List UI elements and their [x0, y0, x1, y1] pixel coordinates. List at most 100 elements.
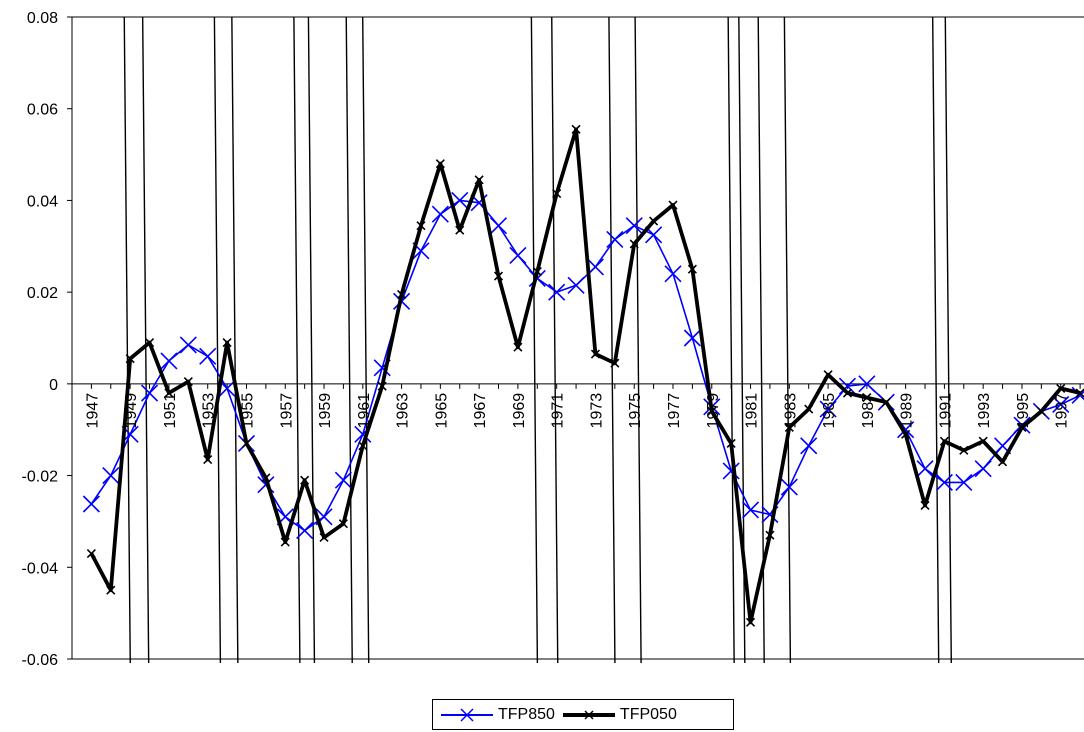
point-tfp050 — [164, 388, 174, 398]
point-tfp050 — [726, 438, 736, 449]
point-tfp050 — [978, 436, 988, 446]
point-tfp050 — [319, 532, 329, 543]
point-tfp850 — [102, 467, 120, 485]
x-tick-label: 1981 — [744, 393, 761, 429]
recession-line-8-start — [931, 16, 940, 664]
recession-line-5-start — [608, 16, 616, 664]
point-tfp050 — [513, 342, 523, 352]
x-tick-label: 1995 — [1015, 393, 1032, 429]
point-tfp050 — [493, 271, 504, 281]
recession-line-4-end — [551, 16, 559, 664]
legend-swatch-tfp050 — [562, 709, 615, 720]
point-tfp050 — [358, 441, 368, 451]
point-tfp050 — [203, 454, 213, 465]
point-tfp050 — [397, 289, 407, 300]
point-tfp050 — [338, 519, 348, 529]
x-tick-label: 1955 — [239, 393, 256, 429]
recession-line-1-end — [231, 16, 239, 664]
point-tfp850 — [160, 352, 178, 370]
y-tick-label: -0.02 — [22, 469, 59, 486]
tick-labels: 0.08 0.06 0.04 0.02 0 -0.02 -0.04 -0.06 1947 1949… — [22, 10, 1071, 669]
x-tick-label: 1983 — [782, 393, 799, 429]
recession-line-6-start — [727, 16, 735, 664]
x-tick-label: 1977 — [666, 393, 683, 429]
point-tfp850 — [858, 375, 876, 393]
point-tfp050 — [823, 370, 833, 380]
point-tfp050 — [629, 239, 639, 249]
point-tfp050 — [939, 436, 949, 446]
point-tfp850 — [780, 478, 798, 496]
point-tfp050 — [435, 159, 445, 169]
point-tfp850 — [509, 246, 527, 265]
point-tfp850 — [548, 283, 566, 301]
point-tfp050 — [183, 376, 193, 387]
point-tfp050 — [687, 264, 697, 274]
point-tfp050 — [901, 429, 911, 439]
point-tfp850 — [1052, 395, 1070, 414]
recession-line-3-start — [345, 16, 353, 664]
x-tick-label: 1947 — [84, 393, 101, 429]
point-tfp050 — [959, 445, 969, 455]
point-tfp050 — [106, 585, 116, 595]
point-tfp050 — [532, 266, 542, 277]
x-tick-label: 1989 — [899, 393, 916, 429]
x-tick-label: 1949 — [123, 393, 140, 429]
recession-line-5-end — [634, 16, 642, 664]
point-tfp050 — [707, 406, 717, 416]
point-tfp050 — [144, 338, 155, 348]
y-tick-label: 0.06 — [27, 102, 58, 119]
point-tfp050 — [610, 358, 620, 368]
point-tfp050 — [862, 393, 872, 403]
x-tick-label: 1975 — [627, 393, 644, 429]
recession-line-3-end — [362, 16, 370, 664]
point-tfp050 — [416, 221, 426, 231]
point-tfp050 — [998, 457, 1008, 467]
point-tfp850 — [199, 347, 217, 365]
point-tfp050 — [300, 475, 310, 485]
point-tfp850 — [955, 473, 973, 492]
x-tick-label: 1953 — [201, 393, 218, 429]
x-tick-label: 1993 — [976, 393, 993, 429]
x-tick-label: 1979 — [705, 393, 722, 429]
point-tfp850 — [179, 336, 197, 354]
point-tfp850 — [838, 377, 857, 395]
point-tfp050 — [842, 388, 853, 398]
point-tfp050 — [125, 354, 135, 364]
point-tfp050 — [590, 349, 601, 359]
point-tfp850 — [334, 471, 352, 489]
recession-line-4-start — [530, 16, 539, 664]
point-tfp850 — [683, 329, 701, 347]
y-tick-label: -0.06 — [22, 652, 59, 669]
point-tfp850 — [296, 522, 314, 540]
point-tfp050 — [241, 438, 252, 449]
point-tfp050 — [1036, 406, 1046, 416]
legend-item-tfp850: TFP850 — [439, 706, 555, 724]
point-tfp850 — [664, 265, 682, 283]
x-tick-label: 1963 — [395, 393, 412, 429]
recession-line-8-end — [944, 16, 952, 664]
point-tfp050 — [649, 216, 659, 226]
recession-line-2-end — [307, 16, 316, 664]
point-tfp850 — [140, 384, 159, 402]
x-tick-label: 1951 — [162, 393, 179, 429]
point-tfp850 — [974, 460, 992, 478]
point-tfp850 — [916, 460, 934, 478]
x-tick-label: 1969 — [511, 393, 528, 429]
x-tick-label: 1959 — [317, 393, 334, 429]
series-lines — [82, 124, 1084, 627]
recession-line-7-end — [783, 16, 792, 664]
recession-line-1-start — [213, 16, 222, 664]
x-tick-label: 1957 — [278, 393, 295, 429]
recession-line-0-start — [123, 16, 131, 664]
point-tfp850 — [935, 473, 953, 492]
recession-line-0-end — [141, 16, 150, 664]
point-tfp850 — [800, 437, 818, 455]
x-tick-label: 1987 — [860, 393, 877, 429]
point-tfp850 — [722, 462, 740, 480]
point-tfp050 — [552, 188, 562, 199]
point-tfp850 — [82, 495, 100, 513]
series-line-tfp050 — [89, 127, 1081, 625]
recession-markers — [123, 16, 952, 664]
point-tfp050 — [1017, 422, 1027, 432]
chart: 0.08 0.06 0.04 0.02 0 -0.02 -0.04 -0.06 1947 1949… — [22, 10, 1084, 669]
